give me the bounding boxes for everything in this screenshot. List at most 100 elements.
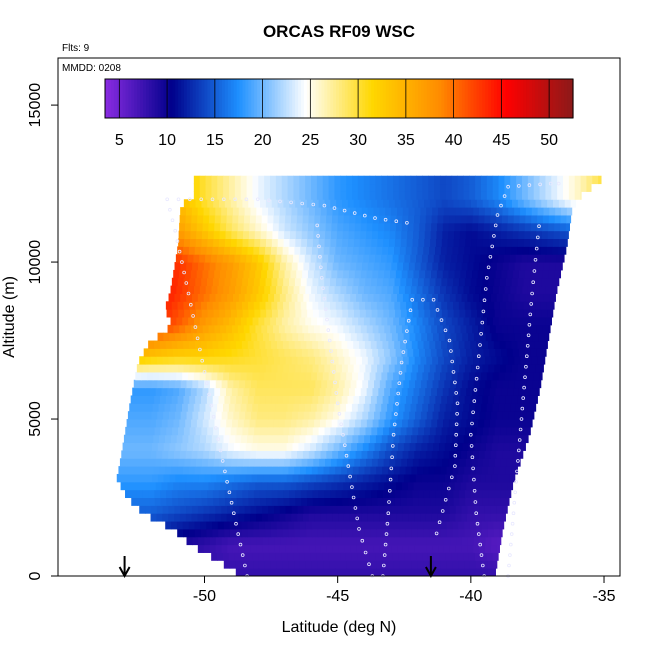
heat-cell bbox=[470, 246, 477, 255]
heat-cell bbox=[393, 466, 401, 475]
heat-cell bbox=[319, 458, 326, 467]
heat-cell bbox=[461, 505, 468, 514]
heat-cell bbox=[304, 552, 312, 561]
colorbar-swatch bbox=[350, 79, 355, 118]
heat-cell bbox=[160, 489, 167, 499]
heat-cell bbox=[403, 473, 411, 483]
heat-cell bbox=[131, 458, 139, 467]
heat-cell bbox=[255, 419, 262, 428]
heat-cell bbox=[532, 379, 539, 389]
heat-cell bbox=[435, 246, 442, 255]
heat-cell bbox=[422, 403, 429, 412]
heat-cell bbox=[514, 293, 521, 302]
heat-cell bbox=[253, 395, 261, 404]
heat-cell bbox=[153, 434, 160, 444]
heat-cell bbox=[247, 568, 254, 576]
heat-cell bbox=[418, 497, 425, 506]
heat-cell bbox=[555, 293, 556, 302]
heat-cell bbox=[205, 371, 212, 381]
heat-cell bbox=[270, 466, 278, 475]
heat-cell bbox=[459, 309, 466, 318]
colorbar-swatch bbox=[233, 79, 238, 118]
heat-cell bbox=[134, 473, 141, 483]
heat-cell bbox=[524, 222, 532, 232]
heat-cell bbox=[546, 246, 553, 255]
heat-cell bbox=[220, 387, 227, 396]
heat-cell bbox=[507, 222, 514, 232]
heat-cell bbox=[299, 434, 307, 444]
heat-cell bbox=[492, 403, 499, 412]
heat-cell bbox=[369, 191, 376, 200]
heat-cell bbox=[212, 340, 219, 349]
heat-cell bbox=[361, 356, 369, 365]
heat-cell bbox=[442, 230, 449, 240]
heat-cell bbox=[253, 568, 260, 576]
heat-cell bbox=[201, 395, 208, 404]
heat-cell bbox=[460, 222, 467, 232]
heat-cell bbox=[276, 434, 283, 444]
heat-cell bbox=[165, 340, 173, 349]
heat-cell bbox=[147, 466, 155, 475]
heat-cell bbox=[195, 309, 203, 318]
heat-cell bbox=[350, 505, 357, 514]
heat-cell bbox=[173, 387, 180, 396]
heat-cell bbox=[218, 466, 225, 475]
heat-cell bbox=[293, 434, 301, 444]
heat-cell bbox=[336, 364, 343, 373]
heat-cell bbox=[317, 285, 324, 294]
heat-cell bbox=[212, 301, 220, 310]
heat-cell bbox=[269, 403, 277, 412]
heat-cell bbox=[296, 269, 303, 279]
sounding-points bbox=[165, 181, 561, 578]
heat-cell bbox=[485, 411, 492, 420]
heat-cell bbox=[355, 214, 362, 224]
heat-cell bbox=[374, 332, 381, 342]
heat-cell bbox=[494, 277, 501, 287]
heat-cell bbox=[283, 497, 290, 506]
heat-cell bbox=[339, 332, 346, 342]
heat-cell bbox=[555, 207, 562, 216]
heat-cell bbox=[234, 175, 242, 185]
heat-cell bbox=[513, 450, 521, 459]
heat-cell bbox=[389, 497, 396, 506]
heat-cell bbox=[234, 183, 242, 192]
heat-cell bbox=[385, 293, 392, 302]
heat-cell bbox=[479, 379, 486, 389]
flight-track-point bbox=[484, 275, 489, 280]
heat-cell bbox=[283, 277, 290, 287]
heat-cell bbox=[489, 230, 496, 240]
heat-cell bbox=[363, 371, 371, 381]
heat-cell bbox=[309, 544, 316, 553]
heat-cell bbox=[382, 364, 390, 373]
heat-cell bbox=[465, 238, 472, 247]
flight-track-point bbox=[176, 197, 181, 202]
flight-track-point bbox=[382, 553, 387, 557]
colorbar-swatch bbox=[268, 79, 273, 118]
heat-cell bbox=[291, 207, 298, 216]
heat-cell bbox=[452, 246, 459, 255]
heat-cell bbox=[301, 497, 308, 506]
heat-cell bbox=[350, 379, 357, 389]
heat-cell bbox=[400, 395, 407, 404]
heat-cell bbox=[244, 513, 251, 522]
heat-cell bbox=[248, 458, 256, 467]
heat-cell bbox=[335, 395, 343, 404]
flight-track-point bbox=[453, 443, 458, 448]
heat-cell bbox=[197, 544, 205, 553]
heat-cell bbox=[452, 560, 459, 569]
heat-cell bbox=[381, 175, 388, 185]
heat-cell bbox=[170, 285, 177, 294]
heat-cell bbox=[566, 207, 573, 216]
heat-cell bbox=[249, 222, 256, 232]
heat-cell bbox=[250, 207, 257, 216]
heat-cell bbox=[171, 521, 178, 530]
heat-cell bbox=[493, 521, 500, 530]
heat-cell bbox=[378, 269, 385, 279]
heat-cell bbox=[341, 301, 349, 310]
heat-cell bbox=[416, 434, 424, 444]
heat-cell bbox=[470, 568, 477, 576]
heat-cell bbox=[415, 379, 422, 389]
heat-cell bbox=[270, 434, 277, 444]
heat-cell bbox=[329, 340, 337, 349]
heat-cell bbox=[305, 285, 312, 294]
